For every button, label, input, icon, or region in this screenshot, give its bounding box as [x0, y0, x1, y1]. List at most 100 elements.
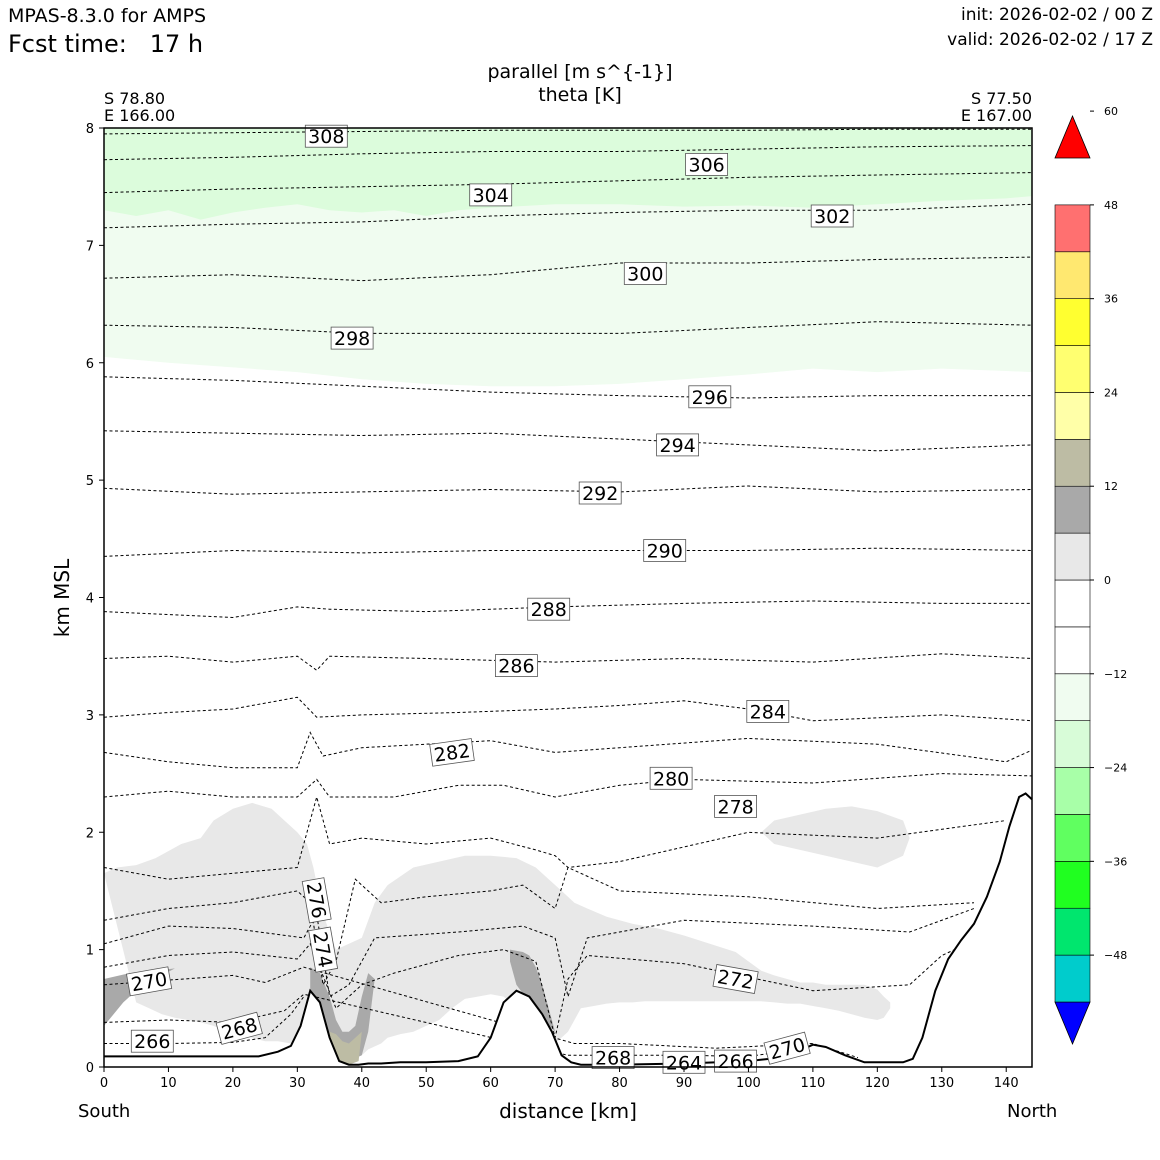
y-tick-label: 2 — [86, 826, 94, 841]
colorbar-tick-label: 36 — [1104, 293, 1118, 306]
contour-label-268: 268 — [591, 1046, 635, 1070]
contour-label-284: 284 — [746, 700, 790, 723]
wind-shade-region-1 — [761, 806, 910, 868]
x-tick-label: 140 — [994, 1076, 1019, 1091]
right-latitude: S 77.50 — [970, 89, 1032, 108]
x-tick-label: 90 — [676, 1076, 693, 1091]
y-tick-label: 8 — [86, 122, 94, 137]
contour-label-304: 304 — [469, 183, 513, 207]
contour-label-box — [215, 1011, 263, 1045]
theta-contour-292 — [104, 485, 1032, 495]
colorbar-extend-min — [1054, 1001, 1091, 1046]
contour-label-300: 300 — [623, 262, 667, 286]
colorbar-segment — [1054, 392, 1091, 440]
theta-contour-272 — [104, 942, 955, 1038]
contour-label-266: 266 — [130, 1029, 174, 1053]
contour-label-272: 272 — [712, 964, 759, 994]
contour-label-text: 306 — [688, 154, 724, 176]
colorbar-tick-label: −24 — [1104, 762, 1127, 775]
contour-label-text: 300 — [627, 264, 663, 286]
colorbar-tick-label: 24 — [1104, 386, 1118, 399]
contour-label-264: 264 — [662, 1050, 706, 1074]
contour-label-layer: 308 306 304 302 300 298 296 294 292 290 288 286 284 2… — [126, 124, 854, 1074]
x-tick-label: 10 — [160, 1076, 177, 1091]
contour-label-box — [130, 1029, 174, 1053]
colorbar-segment — [1054, 907, 1091, 956]
contour-label-box — [662, 1050, 706, 1074]
terrain-mask — [104, 793, 1032, 1067]
colorbar: 60 48 36 24 12 0 −12 −24 −36 −48 — [1054, 105, 1127, 1046]
y-tick-label: 7 — [86, 239, 94, 254]
contour-label-292: 292 — [578, 481, 622, 505]
colorbar-segment — [1054, 720, 1091, 768]
y-tick-label: 0 — [86, 1061, 94, 1076]
left-latitude: S 78.80 — [104, 89, 166, 108]
colorbar-segment — [1054, 954, 1091, 1003]
contour-label-box — [763, 1031, 811, 1065]
contour-label-270: 270 — [126, 966, 173, 996]
colorbar-tick-label: −36 — [1104, 855, 1127, 868]
theta-contour-294 — [104, 430, 1032, 452]
title-wind: parallel [m s^{-1}] — [487, 61, 673, 83]
contour-label-box — [649, 766, 693, 790]
contour-label-text: 282 — [433, 740, 472, 767]
x-tick-label: 130 — [929, 1076, 954, 1091]
x-tick-label: 80 — [611, 1076, 628, 1091]
contour-label-box — [688, 385, 732, 409]
terrain-layer — [104, 792, 1033, 1067]
theta-contour-300 — [104, 256, 1032, 282]
contour-label-text: 304 — [473, 185, 509, 207]
contour-label-296: 296 — [688, 385, 732, 409]
contour-label-box — [308, 926, 339, 973]
x-tick-label: 50 — [418, 1076, 435, 1091]
x-tick-label: 40 — [354, 1076, 371, 1091]
contour-label-box — [656, 433, 699, 457]
colorbar-segment — [1054, 485, 1091, 534]
y-tick-label: 3 — [86, 709, 94, 724]
contour-label-box — [429, 738, 475, 767]
theta-contour-278 — [104, 795, 1007, 880]
wind-shading-layer — [104, 128, 1032, 1065]
theta-contour-280 — [104, 773, 1032, 798]
colorbar-segment — [1054, 579, 1091, 628]
theta-contour-layer — [104, 128, 1032, 1059]
contour-label-box — [495, 654, 538, 677]
colorbar-tick-label: −48 — [1104, 949, 1127, 962]
valid-time: valid: 2026-02-02 / 17 Z — [947, 30, 1153, 50]
contour-label-text: 264 — [666, 1052, 702, 1074]
contour-label-box — [810, 204, 854, 228]
theta-contour-302 — [104, 203, 1032, 229]
contour-label-text: 302 — [814, 206, 850, 228]
y-tick-label: 5 — [86, 474, 94, 489]
colorbar-tick-label: 60 — [1104, 105, 1118, 118]
colorbar-segment — [1054, 861, 1091, 909]
colorbar-segment — [1054, 767, 1091, 815]
colorbar-segment — [1054, 439, 1091, 487]
wind-shade-region-7 — [104, 128, 1032, 220]
contour-label-278: 278 — [714, 795, 757, 818]
contour-label-box — [685, 152, 728, 176]
theta-contour-270 — [104, 966, 859, 1059]
contour-label-box — [746, 700, 790, 723]
theta-contour-288 — [104, 600, 1032, 619]
theta-contour-304 — [104, 172, 1032, 194]
theta-contour-306 — [104, 145, 1032, 161]
model-name: MPAS-8.3.0 for AMPS — [8, 5, 207, 27]
contour-label-text: 288 — [531, 599, 567, 621]
left-longitude: E 166.00 — [104, 106, 176, 125]
y-tick-label: 6 — [86, 357, 94, 372]
x-tick-label: 20 — [225, 1076, 242, 1091]
x-tick-label: 0 — [100, 1076, 108, 1091]
contour-label-text: 296 — [692, 387, 728, 409]
colorbar-tick-label: −12 — [1104, 668, 1127, 681]
colorbar-segment — [1054, 298, 1091, 346]
contour-label-text: 294 — [659, 435, 695, 457]
colorbar-tick-label: 48 — [1104, 199, 1118, 212]
init-time: init: 2026-02-02 / 00 Z — [960, 5, 1153, 25]
contour-label-text: 308 — [308, 126, 344, 148]
colorbar-segment — [1054, 204, 1091, 253]
contour-label-box — [527, 597, 571, 621]
contour-label-290: 290 — [643, 539, 687, 563]
x-axis-label: distance [km] — [499, 1099, 637, 1123]
